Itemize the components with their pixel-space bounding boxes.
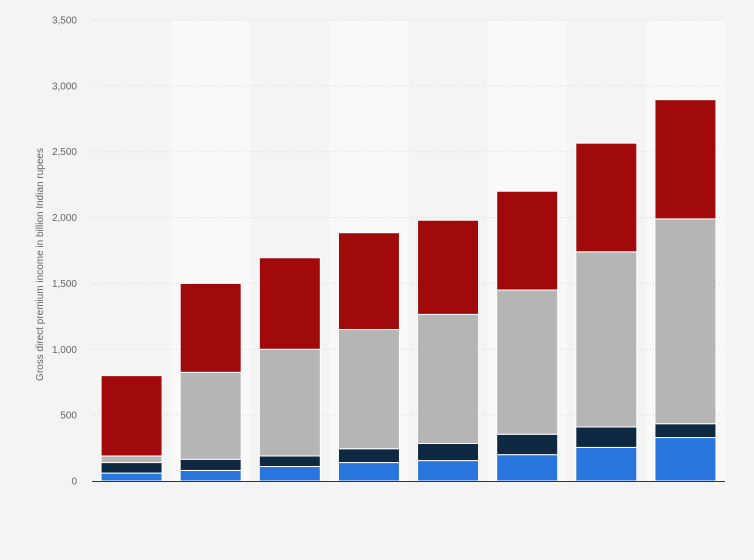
- bar-segment: [179, 282, 242, 373]
- bar-segment: [337, 329, 400, 450]
- bar-segment: [496, 454, 559, 482]
- bar-segment: [496, 289, 559, 435]
- bar-segment: [575, 426, 638, 448]
- bar-segment: [179, 371, 242, 460]
- bar-segment: [337, 448, 400, 464]
- bar-segment: [654, 99, 717, 220]
- bar-segment: [337, 462, 400, 482]
- y-tick-label: 500: [60, 411, 77, 422]
- y-tick-label: 1,500: [52, 279, 77, 290]
- bar-segment: [258, 257, 321, 350]
- y-tick-label: 3,000: [52, 81, 77, 92]
- bar-segment: [100, 455, 163, 464]
- y-tick-label: 0: [71, 477, 77, 488]
- bar-segment: [654, 437, 717, 482]
- bar-segment: [417, 219, 480, 315]
- bar-segment: [258, 348, 321, 457]
- bar-segment: [179, 458, 242, 471]
- bar-segment: [575, 142, 638, 253]
- bar-segment: [337, 232, 400, 331]
- bar-segment: [417, 313, 480, 444]
- bar-segment: [654, 218, 717, 425]
- y-tick-label: 1,000: [52, 345, 77, 356]
- y-axis-ticks: 0 500 1,000 1,500 2,000 2,500 3,000 3,500: [52, 16, 77, 488]
- bar-segment: [100, 375, 163, 457]
- y-axis-title: Gross direct premium income in billion I…: [35, 148, 46, 381]
- y-tick-label: 2,500: [52, 147, 77, 158]
- bar-segment: [100, 472, 163, 482]
- bar-segment: [417, 442, 480, 462]
- bar-segment: [575, 251, 638, 428]
- bars: [100, 99, 717, 482]
- bar-segment: [575, 446, 638, 482]
- bar-segment: [258, 455, 321, 468]
- y-tick-label: 3,500: [52, 16, 77, 27]
- bar-segment: [417, 460, 480, 482]
- bar-segment: [654, 423, 717, 439]
- y-tick-label: 2,000: [52, 213, 77, 224]
- bar-segment: [258, 466, 321, 482]
- bar-segment: [179, 469, 242, 482]
- bar-segment: [496, 190, 559, 291]
- bar-segment: [100, 462, 163, 474]
- bar-segment: [496, 433, 559, 456]
